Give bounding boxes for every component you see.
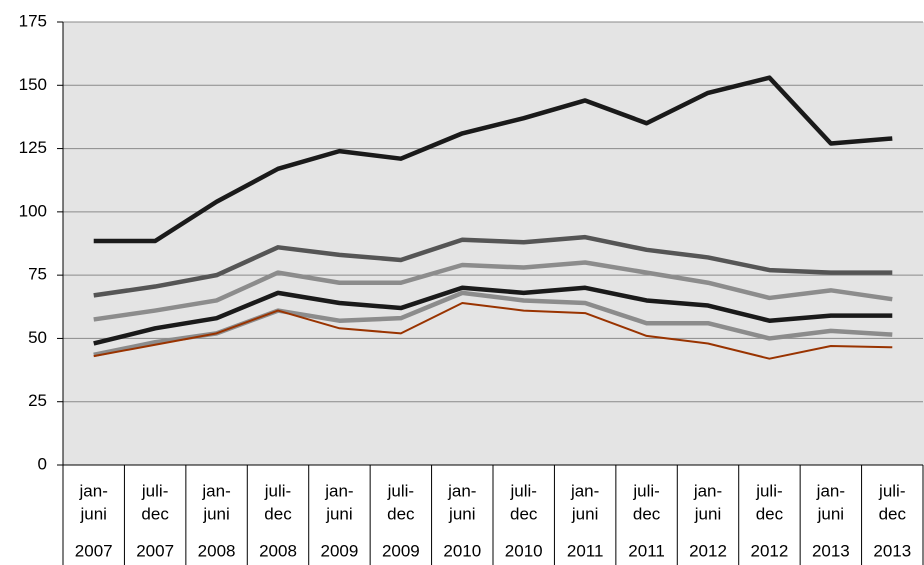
y-tick-label: 175 bbox=[19, 11, 47, 30]
y-tick-label: 150 bbox=[19, 75, 47, 94]
x-tick-label: juli- bbox=[755, 481, 782, 500]
series-line bbox=[93, 234, 893, 298]
x-tick-label: dec bbox=[141, 504, 169, 523]
x-tick-label: dec bbox=[387, 504, 415, 523]
x-tick-label: jan- bbox=[816, 481, 845, 500]
y-tick-label: 125 bbox=[19, 138, 47, 157]
x-tick-label: jan- bbox=[79, 481, 108, 500]
x-tick-label: juli- bbox=[509, 481, 536, 500]
x-tick-label: juni bbox=[202, 504, 229, 523]
y-tick-label: 100 bbox=[19, 201, 47, 220]
plot-area bbox=[63, 22, 924, 465]
series-line bbox=[93, 301, 893, 360]
x-tick-label: jan- bbox=[201, 481, 230, 500]
x-tick-label: juli- bbox=[387, 481, 414, 500]
x-year-label: 2007 bbox=[75, 541, 113, 560]
x-tick-label: juni bbox=[79, 504, 106, 523]
y-tick-label: 0 bbox=[38, 454, 47, 473]
series-line bbox=[93, 260, 893, 322]
x-tick-label: juni bbox=[817, 504, 844, 523]
y-tick-label: 50 bbox=[28, 328, 47, 347]
x-year-label: 2012 bbox=[751, 541, 789, 560]
x-tick-label: dec bbox=[879, 504, 907, 523]
x-year-label: 2011 bbox=[567, 541, 604, 560]
x-year-label: 2012 bbox=[689, 541, 727, 560]
x-year-label: 2013 bbox=[873, 541, 911, 560]
x-tick-label: juni bbox=[571, 504, 598, 523]
x-tick-label: juli- bbox=[632, 481, 659, 500]
x-tick-label: jan- bbox=[447, 481, 476, 500]
x-year-label: 2010 bbox=[443, 541, 481, 560]
y-tick-label: 25 bbox=[28, 391, 47, 410]
x-year-label: 2008 bbox=[198, 541, 236, 560]
x-tick-label: juni bbox=[694, 504, 721, 523]
x-year-label: 2010 bbox=[505, 541, 543, 560]
x-year-label: 2007 bbox=[136, 541, 174, 560]
y-tick-label: 75 bbox=[28, 265, 47, 284]
series-line bbox=[93, 285, 893, 346]
x-tick-label: juni bbox=[325, 504, 352, 523]
x-year-label: 2009 bbox=[321, 541, 359, 560]
x-tick-label: dec bbox=[633, 504, 661, 523]
x-tick-label: jan- bbox=[570, 481, 599, 500]
x-year-label: 2009 bbox=[382, 541, 420, 560]
x-year-label: 2008 bbox=[259, 541, 297, 560]
x-tick-label: dec bbox=[510, 504, 538, 523]
x-tick-label: dec bbox=[264, 504, 292, 523]
x-tick-label: jan- bbox=[324, 481, 353, 500]
x-tick-label: juni bbox=[448, 504, 475, 523]
x-tick-label: jan- bbox=[693, 481, 722, 500]
x-tick-label: juli- bbox=[141, 481, 168, 500]
x-tick-label: juli- bbox=[264, 481, 291, 500]
series-line bbox=[93, 75, 893, 244]
x-tick-label: juli- bbox=[878, 481, 905, 500]
x-year-label: 2011 bbox=[628, 541, 665, 560]
x-tick-label: dec bbox=[756, 504, 784, 523]
x-year-label: 2013 bbox=[812, 541, 850, 560]
